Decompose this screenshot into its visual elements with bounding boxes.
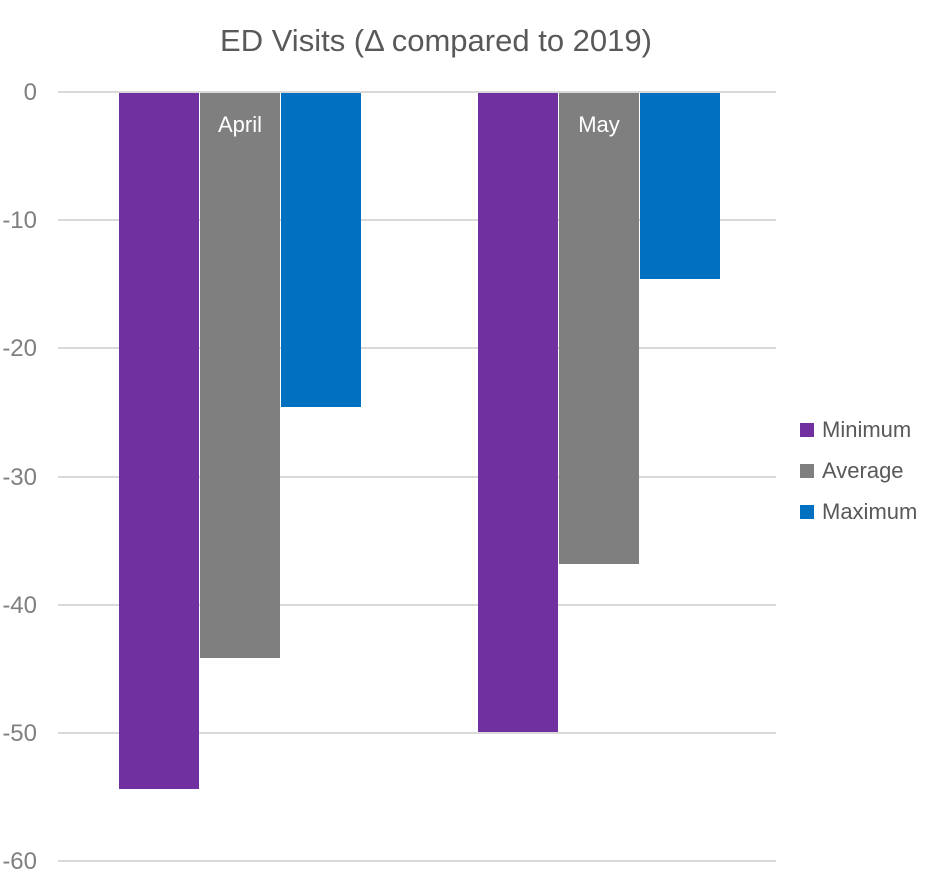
bar-maximum-april: [281, 93, 361, 407]
y-tick-label: -60: [2, 848, 37, 875]
y-tick-label: -30: [2, 464, 37, 491]
legend-color-swatch-average: [800, 464, 814, 478]
legend-label-maximum: Maximum: [822, 499, 918, 524]
y-tick-label: -50: [2, 720, 37, 747]
category-label-may: May: [578, 112, 620, 137]
gridline--60: [58, 860, 776, 862]
y-tick-label: -10: [2, 207, 37, 234]
bar-minimum-may: [478, 93, 558, 732]
gridline--20: [58, 347, 776, 349]
gridline--50: [58, 732, 776, 734]
chart-title: ED Visits (Δ compared to 2019): [220, 23, 652, 58]
y-tick-label: -20: [2, 335, 37, 362]
gridline--30: [58, 476, 776, 478]
bar-average-may: [559, 93, 639, 564]
y-tick-label: -40: [2, 592, 37, 619]
legend: Minimum Average Maximum: [800, 415, 917, 538]
category-label-april: April: [217, 112, 262, 137]
legend-color-swatch-maximum: [800, 505, 814, 519]
legend-item-maximum: Maximum: [800, 497, 917, 527]
gridline--40: [58, 604, 776, 606]
gridline-0: [58, 91, 776, 93]
legend-label-average: Average: [822, 458, 904, 483]
bar-minimum-april: [119, 93, 199, 789]
bar-average-april: [200, 93, 280, 658]
legend-item-average: Average: [800, 456, 917, 486]
gridline--10: [58, 219, 776, 221]
legend-label-minimum: Minimum: [822, 417, 912, 442]
legend-color-swatch-minimum: [800, 423, 814, 437]
y-tick-label: 0: [23, 79, 37, 106]
bar-maximum-may: [640, 93, 720, 279]
legend-item-minimum: Minimum: [800, 415, 917, 445]
